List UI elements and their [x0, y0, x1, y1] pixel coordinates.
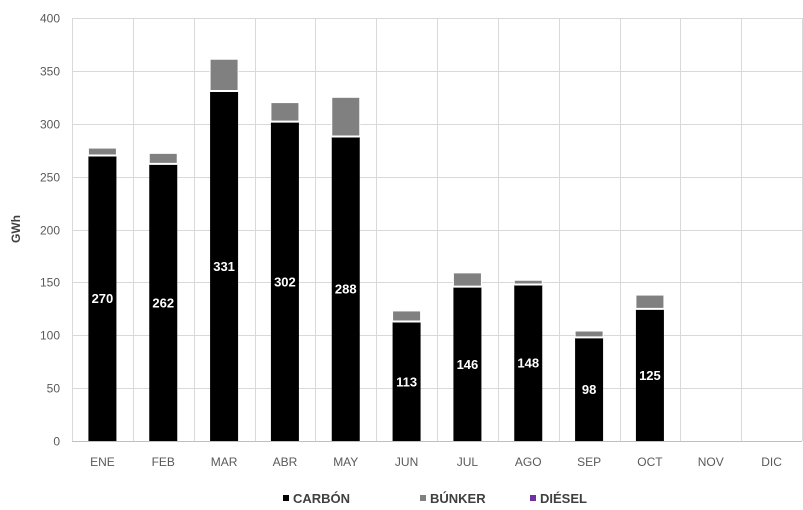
- legend-swatch-búnker: [420, 495, 426, 501]
- y-tick-label: 50: [47, 382, 61, 396]
- x-tick-label: MAY: [333, 455, 358, 469]
- x-tick-label: NOV: [698, 455, 724, 469]
- bar-carbón-mar: [210, 90, 239, 441]
- x-tick-label: FEB: [152, 455, 175, 469]
- data-label: 113: [396, 374, 417, 389]
- bar-búnker-jun: [392, 310, 422, 323]
- x-tick-label: JUN: [395, 455, 418, 469]
- bar-carbón-feb: [149, 163, 178, 441]
- legend-label: CARBÓN: [293, 491, 350, 506]
- x-tick-label: MAR: [211, 455, 238, 469]
- y-tick-label: 300: [40, 118, 60, 132]
- y-tick-label: 200: [40, 224, 60, 238]
- data-label: 146: [457, 357, 479, 372]
- data-labels: 270 262 331 302 288 113 146 148 98 125: [92, 259, 661, 397]
- data-label: 262: [152, 295, 174, 310]
- x-tick-label: DIC: [761, 455, 782, 469]
- data-label: 98: [582, 382, 596, 397]
- bar-búnker-ene: [87, 147, 117, 156]
- y-axis-label: GWh: [9, 215, 23, 243]
- data-label: 148: [517, 356, 539, 371]
- data-label: 270: [92, 291, 114, 306]
- legend: CARBÓN BÚNKER DIÉSEL: [283, 491, 587, 506]
- grid: [72, 18, 803, 442]
- bar-búnker-abr: [270, 102, 300, 123]
- x-tick-label: ABR: [273, 455, 298, 469]
- x-tick-label: SEP: [577, 455, 601, 469]
- bar-carbón-sep: [575, 337, 604, 441]
- bar-búnker-mar: [209, 58, 239, 92]
- y-tick-label: 150: [40, 276, 60, 290]
- data-label: 331: [213, 259, 235, 274]
- bar-carbón-may: [331, 136, 360, 441]
- bar-carbón-ene: [88, 155, 117, 441]
- bar-carbón-jul: [453, 286, 482, 441]
- data-label: 302: [274, 274, 296, 289]
- y-tick-label: 0: [53, 435, 60, 449]
- bar-búnker-feb: [148, 152, 178, 165]
- x-tick-label: ENE: [90, 455, 115, 469]
- bar-búnker-jul: [452, 272, 482, 288]
- y-tick-label: 400: [40, 12, 60, 26]
- legend-label: DIÉSEL: [540, 491, 587, 506]
- bar-carbón-abr: [270, 121, 299, 441]
- y-axis-ticks: 0 50 100 150 200 250 300 350 400: [40, 12, 60, 449]
- bar-búnker-oct: [635, 294, 665, 310]
- bar-carbón-jun: [392, 321, 421, 441]
- bar-búnker-may: [331, 96, 361, 137]
- data-label: 125: [639, 368, 661, 383]
- bars: [87, 58, 665, 441]
- y-tick-label: 100: [40, 329, 60, 343]
- legend-swatch-carbón: [283, 495, 289, 501]
- x-tick-label: AGO: [515, 455, 542, 469]
- x-tick-label: OCT: [637, 455, 663, 469]
- legend-swatch-diésel: [530, 495, 536, 501]
- y-tick-label: 250: [40, 171, 60, 185]
- x-axis-ticks: ENE FEB MAR ABR MAY JUN JUL AGO SEP OCT NOV DIC: [90, 455, 782, 469]
- legend-label: BÚNKER: [430, 491, 486, 506]
- bar-carbón-oct: [635, 308, 664, 441]
- x-tick-label: JUL: [457, 455, 479, 469]
- bar-carbón-ago: [514, 284, 543, 441]
- data-label: 288: [335, 282, 357, 297]
- y-tick-label: 350: [40, 65, 60, 79]
